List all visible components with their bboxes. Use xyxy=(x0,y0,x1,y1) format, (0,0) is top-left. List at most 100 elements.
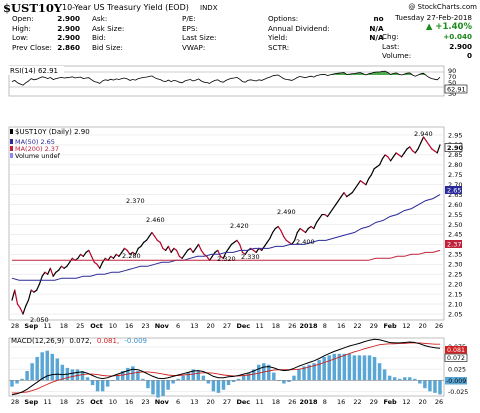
rsi-last-box xyxy=(444,84,468,94)
annotation-2370: 2.370 xyxy=(126,197,145,205)
price-segment xyxy=(77,253,82,259)
legend-volume: Volume undef xyxy=(15,152,61,160)
price-segment xyxy=(266,237,271,244)
macd-histogram-bar xyxy=(136,371,140,381)
price-segment xyxy=(14,289,19,305)
price-x-label: 2018 xyxy=(299,322,318,330)
macd-histogram-bar xyxy=(357,355,362,381)
price-segment xyxy=(409,146,414,152)
price-segment xyxy=(197,243,202,251)
macd-last-label: 0.072 xyxy=(447,355,465,362)
price-y-tick: 2.20 xyxy=(448,280,462,288)
price-segment xyxy=(36,283,41,291)
annotation-2330: 2.330 xyxy=(241,253,260,261)
macd-histogram-bar xyxy=(428,380,432,392)
price-segment xyxy=(167,245,172,253)
macd-x-label: 22 xyxy=(353,398,361,406)
macd-x-label: Feb xyxy=(383,398,397,406)
up-arrow-icon: ▲ xyxy=(425,21,436,32)
rsi-tick-30: 30 xyxy=(448,90,456,98)
macd-x-label: 6 xyxy=(176,398,180,406)
price-x-label: 8 xyxy=(323,322,327,330)
macd-frame xyxy=(8,337,445,397)
price-legend: $UST10Y (Daily) 2.90 MA(50) 2.65 MA(200)… xyxy=(10,128,90,160)
price-segment xyxy=(351,188,356,194)
price-segment xyxy=(228,243,233,249)
macd-histogram-bar xyxy=(196,371,201,381)
price-x-label: 28 xyxy=(11,322,19,330)
legend-ma200: MA(200) 2.37 xyxy=(15,145,59,153)
hist-last-label: -0.009 xyxy=(446,378,466,385)
price-x-label: 18 xyxy=(272,322,280,330)
price-x-label: 20 xyxy=(207,322,215,330)
macd-histogram-bar xyxy=(392,377,397,381)
price-segment xyxy=(176,249,180,257)
signal-last-label: 0.081 xyxy=(447,347,465,354)
price-last-box xyxy=(444,143,463,152)
last-price: 2.900 xyxy=(449,41,472,51)
macd-histogram-bar xyxy=(55,358,60,381)
ma200-last-box xyxy=(445,240,462,248)
price-segment xyxy=(112,253,117,259)
macd-histogram-bar xyxy=(342,353,347,381)
macd-histogram-bar xyxy=(201,375,206,381)
price-segment xyxy=(337,196,342,202)
macd-x-label: 28 xyxy=(11,398,19,406)
macd-histogram-bar xyxy=(403,377,407,381)
macd-x-label: 10 xyxy=(109,398,117,406)
price-x-label: 12 xyxy=(402,322,410,330)
rsi-label-bg xyxy=(6,66,64,75)
macd-x-label: 12 xyxy=(402,398,410,406)
price-segment xyxy=(293,231,298,242)
macd-histogram-bar xyxy=(337,353,342,381)
macd-histogram-bar xyxy=(382,369,387,381)
price-x-label: 16 xyxy=(125,322,133,330)
macd-histogram-bar xyxy=(433,380,437,393)
price-segment xyxy=(236,239,241,245)
price-segment xyxy=(272,227,276,234)
price-segment xyxy=(96,263,101,269)
price-segment xyxy=(244,249,249,255)
macd-histogram-bar xyxy=(397,378,402,381)
price-segment xyxy=(192,247,197,253)
price-segment xyxy=(381,154,386,160)
macd-histogram-bar xyxy=(372,356,377,381)
legend-ma200-swatch xyxy=(10,146,13,151)
macd-histogram-bar xyxy=(221,380,226,390)
price-segment xyxy=(159,241,164,249)
macd-histogram-bar xyxy=(50,353,55,381)
rsi-tick-50: 50 xyxy=(448,79,456,87)
macd-label-prefix: MACD(12,26,9) xyxy=(11,337,64,345)
volume-value: 0 xyxy=(466,51,472,61)
price-segment xyxy=(283,235,287,242)
price-x-label: 13 xyxy=(190,322,198,330)
change-value: +0.040 xyxy=(443,32,472,42)
macd-histogram-bar xyxy=(327,355,331,381)
legend-price: $UST10Y (Daily) 2.90 xyxy=(15,128,90,136)
macd-histogram-bar xyxy=(25,371,29,381)
macd-last-box xyxy=(444,353,468,362)
macd-histogram-bar xyxy=(141,378,145,381)
price-segment xyxy=(277,225,282,232)
price-segment xyxy=(126,249,131,255)
price-segment xyxy=(335,200,340,206)
price-y-tick: 2.45 xyxy=(448,231,462,239)
macd-x-label: Nov xyxy=(155,398,170,406)
price-segment xyxy=(291,239,296,245)
price-x-label: 11 xyxy=(255,322,263,330)
price-y-tick: 2.10 xyxy=(448,300,462,308)
price-segment xyxy=(403,148,408,154)
price-segment xyxy=(145,235,150,242)
description: 10-Year US Treasury Yield (EOD) xyxy=(62,3,189,12)
price-segment xyxy=(88,249,93,257)
price-y-tick: 2.35 xyxy=(448,251,462,259)
macd-histogram-bar xyxy=(307,364,311,381)
price-segment xyxy=(49,267,54,277)
annotation-2420: 2.420 xyxy=(230,222,249,230)
macd-histogram-bar xyxy=(206,380,211,384)
macd-histogram-bar xyxy=(10,380,14,387)
macd-histogram-bar xyxy=(60,364,65,381)
price-segment xyxy=(326,211,331,218)
macd-x-label: 16 xyxy=(337,398,345,406)
macd-x-label: 29 xyxy=(370,398,378,406)
